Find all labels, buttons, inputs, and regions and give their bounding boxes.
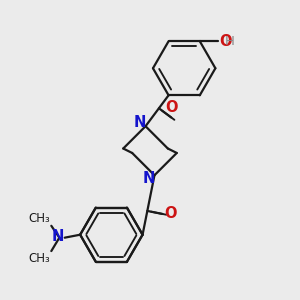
Text: N: N <box>51 229 64 244</box>
Text: N: N <box>134 115 146 130</box>
Text: H: H <box>225 35 235 48</box>
Text: CH₃: CH₃ <box>29 252 50 265</box>
Text: N: N <box>143 171 155 186</box>
Text: O: O <box>165 100 178 115</box>
Text: O: O <box>219 34 232 49</box>
Text: O: O <box>164 206 176 221</box>
Text: CH₃: CH₃ <box>29 212 50 225</box>
